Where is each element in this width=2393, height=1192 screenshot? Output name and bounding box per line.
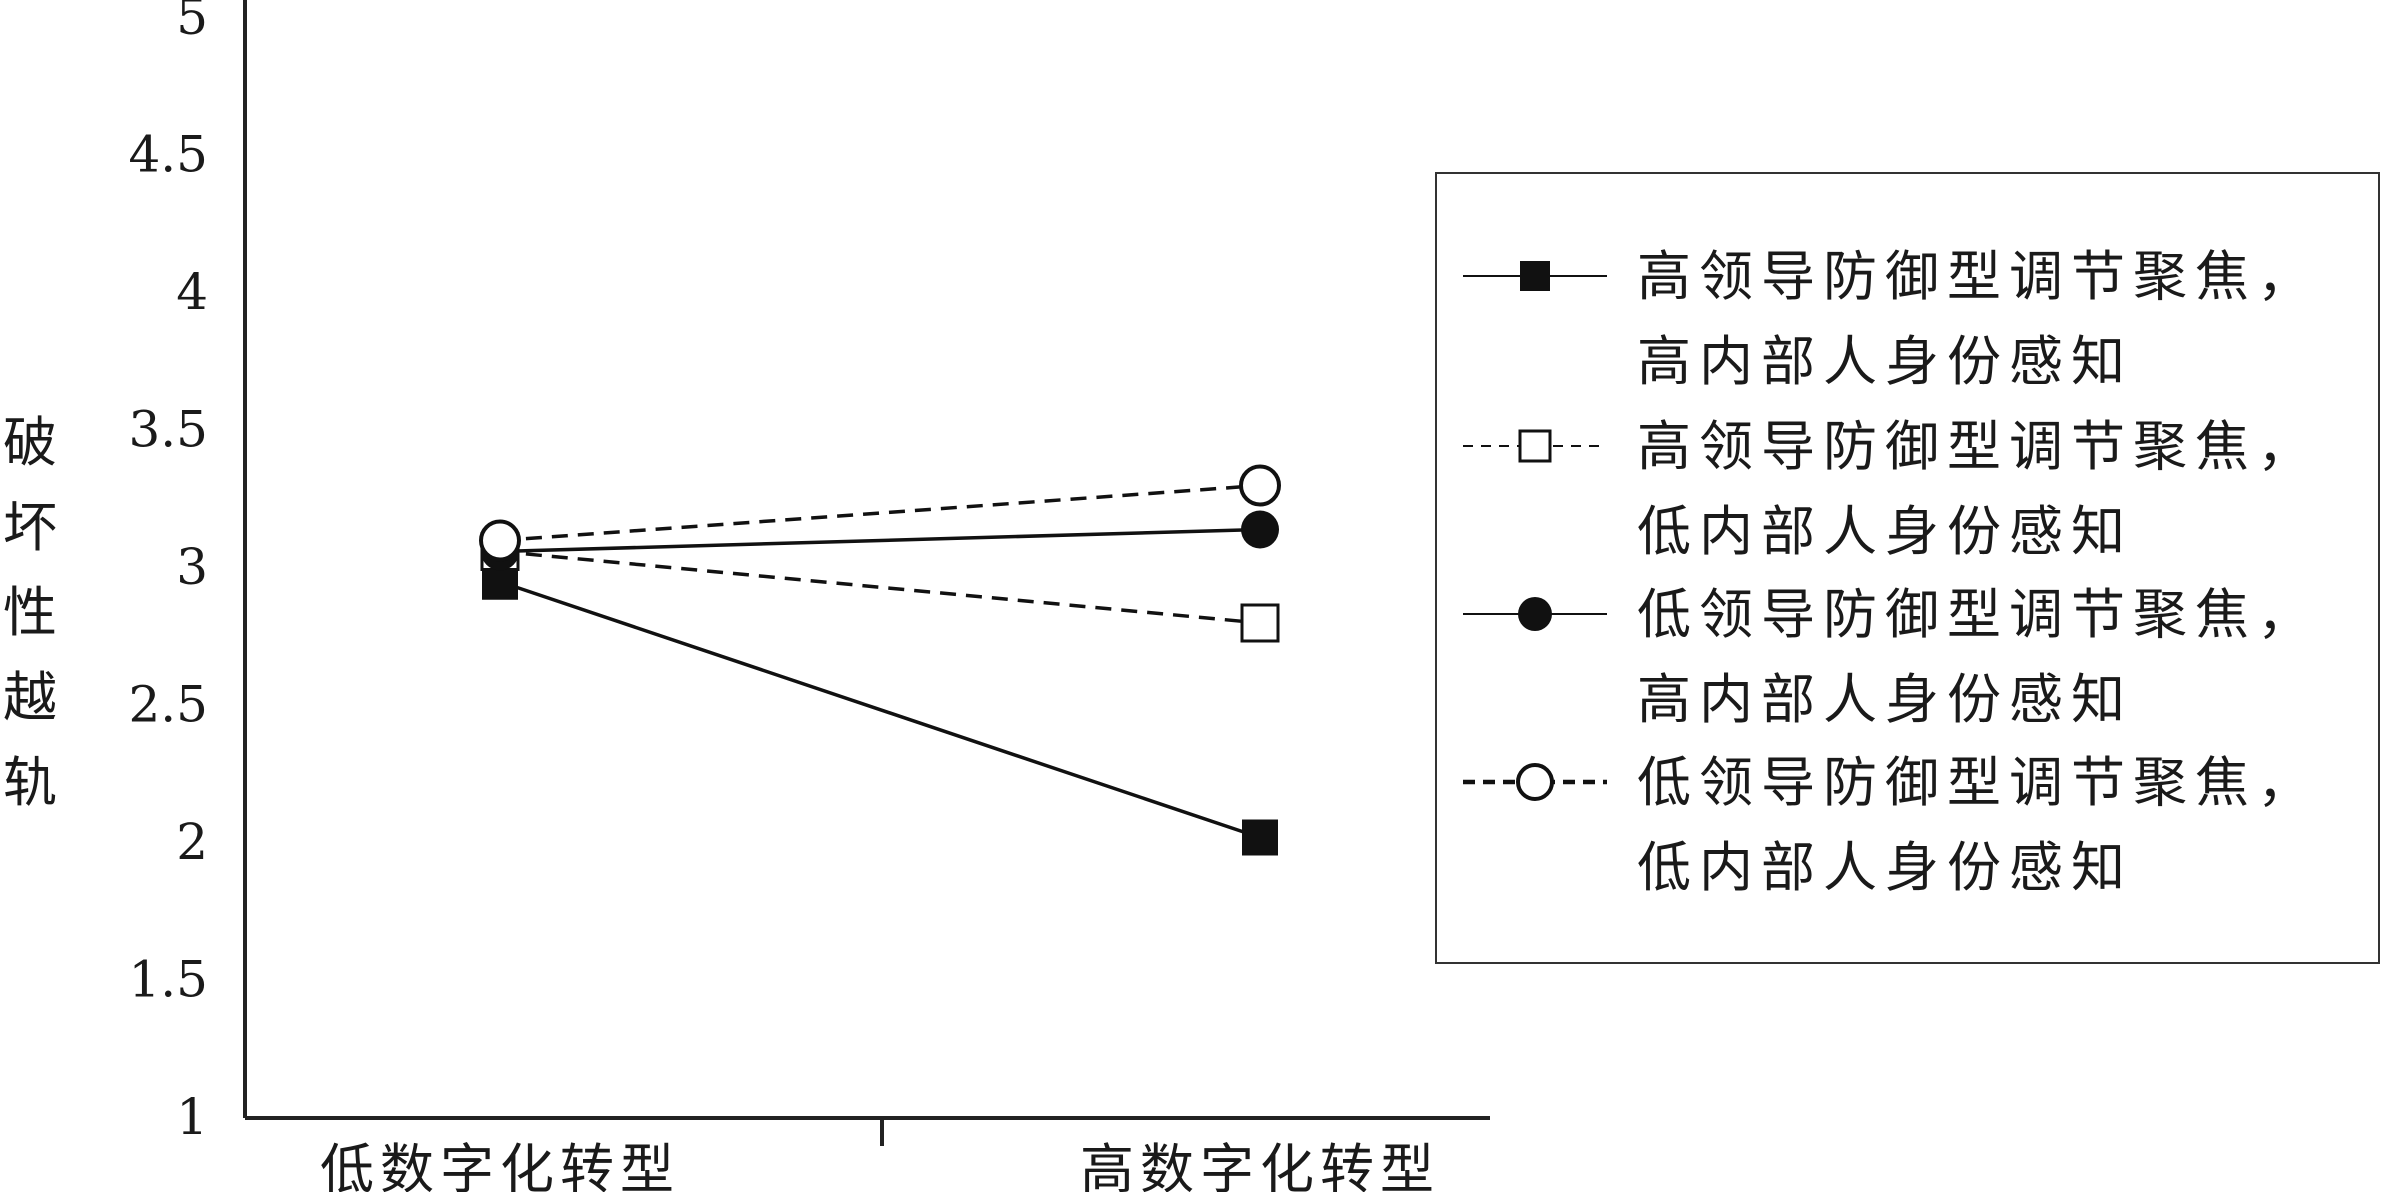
legend-label-line: 低内部人身份感知 bbox=[1637, 500, 2133, 563]
y-axis-label-char: 破 bbox=[3, 411, 57, 474]
marker-filled-square bbox=[1520, 261, 1550, 291]
marker-filled-square bbox=[1242, 819, 1278, 856]
series-lines bbox=[499, 483, 1261, 840]
y-axis-label-char: 轨 bbox=[3, 751, 57, 814]
marker-filled-circle bbox=[1518, 597, 1552, 631]
series-line-2 bbox=[499, 549, 1261, 625]
legend-symbol bbox=[1463, 429, 1607, 463]
marker-filled-circle bbox=[1241, 510, 1279, 549]
y-axis-label-char: 坏 bbox=[3, 496, 57, 559]
y-tick-label: 2.5 bbox=[128, 676, 208, 734]
y-tick-label: 5 bbox=[176, 0, 208, 46]
y-tick-label: 4 bbox=[176, 263, 208, 321]
legend-label-line: 低领导防御型调节聚焦， bbox=[1637, 751, 2319, 814]
legend-label-line: 高内部人身份感知 bbox=[1637, 330, 2133, 393]
marker-open-circle bbox=[1516, 763, 1554, 801]
x-tick-label: 低数字化转型 bbox=[320, 1138, 680, 1192]
series-markers bbox=[479, 464, 1281, 856]
marker-open-circle bbox=[479, 519, 521, 562]
x-tick-label: 高数字化转型 bbox=[1080, 1138, 1440, 1192]
legend-symbol bbox=[1463, 597, 1607, 631]
marker-open-square bbox=[1518, 429, 1552, 463]
legend-item: 低领导防御型调节聚焦， 低内部人身份感知 bbox=[1437, 740, 2378, 910]
legend-label-line: 高领导防御型调节聚焦， bbox=[1637, 415, 2319, 478]
legend-label: 高领导防御型调节聚焦， 高内部人身份感知 bbox=[1637, 234, 2319, 404]
y-axis-label: 破坏性越轨 bbox=[0, 400, 60, 825]
legend-item: 低领导防御型调节聚焦， 高内部人身份感知 bbox=[1437, 572, 2378, 742]
y-axis-label-char: 性 bbox=[3, 581, 57, 644]
legend-label: 高领导防御型调节聚焦， 低内部人身份感知 bbox=[1637, 404, 2319, 574]
legend-item: 高领导防御型调节聚焦， 高内部人身份感知 bbox=[1437, 234, 2378, 404]
legend-label-line: 高内部人身份感知 bbox=[1637, 668, 2133, 731]
legend-label: 低领导防御型调节聚焦， 低内部人身份感知 bbox=[1637, 740, 2319, 910]
axes bbox=[243, 0, 1490, 1146]
series-line-4 bbox=[499, 483, 1261, 543]
legend-symbol bbox=[1463, 261, 1607, 291]
series-line-1 bbox=[499, 580, 1261, 840]
legend-label: 低领导防御型调节聚焦， 高内部人身份感知 bbox=[1637, 572, 2319, 742]
legend-label-line: 低领导防御型调节聚焦， bbox=[1637, 583, 2319, 646]
legend-label-line: 高领导防御型调节聚焦， bbox=[1637, 245, 2319, 308]
y-tick-labels: 1 1.5 2 2.5 3 3.5 4 4.5 5 bbox=[128, 0, 208, 1146]
legend-item: 高领导防御型调节聚焦， 低内部人身份感知 bbox=[1437, 404, 2378, 574]
y-tick-label: 2 bbox=[176, 813, 208, 871]
marker-open-square bbox=[1240, 603, 1280, 643]
y-tick-label: 3.5 bbox=[128, 401, 208, 459]
y-tick-label: 4.5 bbox=[128, 126, 208, 184]
legend-symbol bbox=[1463, 763, 1607, 801]
legend: 高领导防御型调节聚焦， 高内部人身份感知 高领导防御型调节聚焦， 低内部人身份感知 低领… bbox=[1435, 172, 2380, 964]
y-axis-label-char: 越 bbox=[3, 666, 57, 729]
y-tick-label: 3 bbox=[176, 538, 208, 596]
marker-open-circle bbox=[1239, 464, 1281, 507]
x-tick-labels: 低数字化转型 高数字化转型 bbox=[320, 1138, 1440, 1192]
y-tick-label: 1 bbox=[176, 1088, 208, 1146]
legend-label-line: 低内部人身份感知 bbox=[1637, 836, 2133, 899]
y-tick-label: 1.5 bbox=[128, 951, 208, 1009]
series-line-3 bbox=[499, 527, 1261, 554]
